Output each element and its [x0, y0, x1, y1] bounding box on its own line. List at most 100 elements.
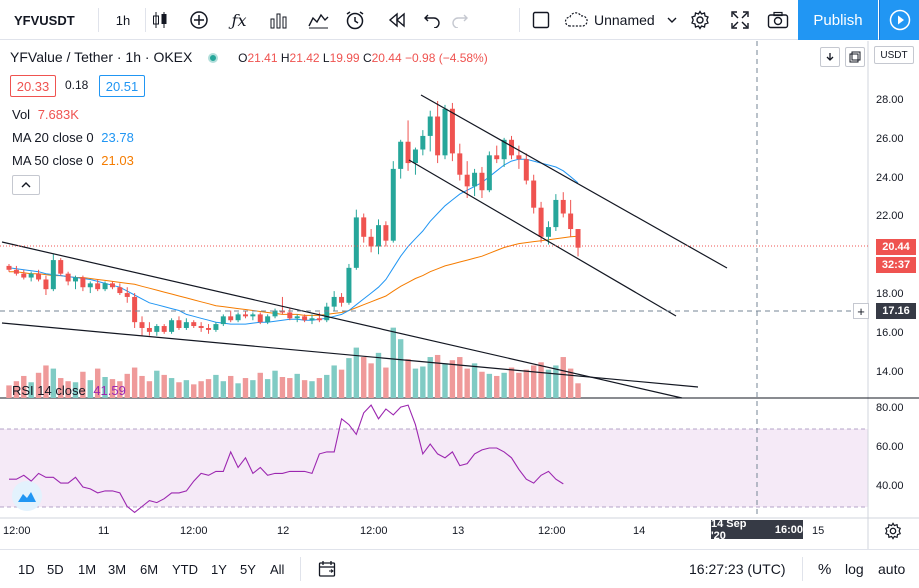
replay-icon[interactable] [384, 0, 410, 40]
rsi-tick-label: 80.00 [876, 402, 904, 414]
ask-price[interactable]: 20.51 [99, 75, 145, 97]
close-value: 20.44 [371, 51, 402, 65]
candle-body [124, 293, 130, 297]
open-value: 21.41 [247, 51, 278, 65]
ma50-value: 21.03 [101, 153, 134, 168]
candle-body [28, 273, 34, 278]
maximize-pane-icon[interactable] [845, 47, 865, 67]
volume-bar [427, 357, 433, 398]
candle-body [353, 217, 359, 268]
collapse-legend-icon[interactable] [12, 175, 40, 195]
candle-body [509, 139, 515, 156]
publish-button[interactable]: Publish [798, 0, 878, 40]
auto-toggle[interactable]: auto [878, 561, 906, 577]
add-indicator-icon[interactable] [186, 0, 212, 40]
high-value: 21.42 [289, 51, 320, 65]
candle-body [161, 326, 167, 332]
candle-body [324, 306, 330, 321]
tradingview-logo-icon[interactable] [12, 481, 42, 511]
redo-icon[interactable] [447, 0, 473, 40]
chevron-down-icon [667, 16, 677, 24]
candle-body [339, 296, 345, 303]
candle-body [139, 322, 145, 328]
change-value: −0.98 (−4.58%) [405, 51, 488, 65]
range-button-5y[interactable]: 5Y [240, 561, 256, 577]
candle-body [13, 269, 19, 274]
ma50-legend[interactable]: MA 50 close 0 21.03 [12, 153, 134, 168]
price-chart[interactable] [0, 41, 919, 549]
camera-icon[interactable] [764, 0, 792, 40]
ma20-legend[interactable]: MA 20 close 0 23.78 [12, 130, 134, 145]
layout-icon[interactable] [528, 0, 554, 40]
rsi-band [0, 429, 868, 507]
indicators-fx-icon[interactable]: ƒx [231, 10, 247, 30]
low-value: 19.99 [329, 51, 360, 65]
candle-body [331, 296, 337, 307]
symbol-search[interactable]: YFVUSDT [14, 12, 75, 28]
volume-bar [375, 352, 382, 398]
candle-body [575, 229, 581, 248]
utc-clock[interactable]: 16:27:23 (UTC) [689, 561, 786, 577]
volume-bar [368, 363, 374, 398]
play-icon[interactable] [879, 0, 919, 40]
range-button-1d[interactable]: 1D [18, 561, 35, 577]
candle-body [494, 155, 500, 160]
price-tick-label: 24.00 [876, 171, 904, 184]
log-toggle[interactable]: log [845, 561, 864, 577]
undo-icon[interactable] [419, 0, 445, 40]
volume-legend[interactable]: Vol 7.683K [12, 107, 79, 122]
candle-body [102, 283, 108, 290]
volume-bar [523, 369, 529, 398]
cloud-icon [564, 12, 588, 28]
time-tick-label: 11 [98, 525, 110, 537]
compare-bars-icon[interactable] [266, 0, 292, 40]
range-button-6m[interactable]: 6M [140, 561, 159, 577]
volume-bar [228, 375, 234, 398]
rsi-label: RSI 14 close [12, 383, 86, 398]
crosshair-hour: 16:00 [774, 523, 803, 536]
top-toolbar: YFVUSDT 1h ƒx Unnamed [0, 0, 919, 40]
visibility-icon[interactable] [208, 53, 219, 64]
volume-bar [250, 380, 256, 398]
volume-bar [168, 378, 175, 398]
templates-icon[interactable] [305, 0, 331, 40]
currency-label[interactable]: USDT [874, 46, 914, 64]
plus-icon[interactable]: + [853, 303, 869, 319]
gear-icon[interactable] [687, 0, 713, 40]
bid-price[interactable]: 20.33 [10, 75, 56, 97]
gear-icon[interactable] [884, 522, 902, 545]
candle-body [206, 327, 212, 330]
volume-bar [538, 362, 544, 398]
interval-button[interactable]: 1h [115, 12, 131, 28]
save-layout-button[interactable]: Unnamed [564, 0, 682, 40]
range-button-ytd[interactable]: YTD [172, 561, 198, 577]
candles-icon[interactable] [148, 0, 172, 40]
goto-date-icon[interactable] [318, 550, 336, 588]
percent-toggle[interactable]: % [818, 560, 832, 578]
candle-body [213, 324, 219, 330]
candle-body [368, 236, 374, 247]
volume-bar [324, 374, 330, 398]
alert-clock-icon[interactable] [342, 0, 368, 40]
fullscreen-icon[interactable] [727, 0, 753, 40]
range-button-all[interactable]: All [270, 561, 285, 577]
candle-body [412, 149, 418, 164]
range-button-1m[interactable]: 1M [78, 561, 97, 577]
candle-body [220, 316, 226, 325]
scroll-down-icon[interactable] [820, 47, 840, 67]
time-tick-label: 12:00 [180, 525, 208, 537]
candle-body [109, 283, 115, 288]
rsi-legend[interactable]: RSI 14 close 41.59 [12, 383, 126, 398]
volume-bar [516, 372, 522, 398]
rsi-tick-label: 60.00 [876, 441, 904, 453]
volume-bar [420, 366, 426, 398]
volume-bar [35, 372, 42, 398]
range-button-5d[interactable]: 5D [47, 561, 64, 577]
volume-bar [242, 378, 249, 398]
ma50-line [9, 235, 579, 316]
chart-area[interactable]: 28.00 26.00 24.00 22.00 18.00 16.00 14.00 80.0… [0, 41, 919, 549]
candle-body [398, 141, 404, 169]
range-button-3m[interactable]: 3M [108, 561, 127, 577]
candle-body [553, 199, 559, 228]
range-button-1y[interactable]: 1Y [211, 561, 227, 577]
